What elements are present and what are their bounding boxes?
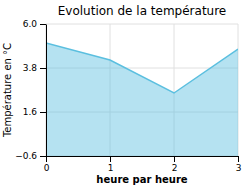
y-axis-tick-label: 6.0 <box>23 19 38 29</box>
x-axis-tick: 0 <box>44 156 50 173</box>
x-axis-line <box>47 156 239 157</box>
y-axis-tick: 1.6 <box>23 107 46 117</box>
x-axis-tick: 1 <box>108 156 114 173</box>
x-axis-tick: 3 <box>236 156 242 173</box>
title: Evolution de la température <box>58 4 227 18</box>
y-axis-tick-label: −0.6 <box>15 151 37 161</box>
plot: 0 1 2 3 −0.6 1.6 3.8 6.0 <box>15 19 241 173</box>
y-axis-tick: 6.0 <box>23 19 46 29</box>
grid <box>46 24 238 156</box>
x-axis-tick-label: 3 <box>236 163 242 173</box>
marks <box>46 43 238 156</box>
y-axis-tick-mark <box>40 68 46 69</box>
y-axis-tick-label: 3.8 <box>23 63 38 73</box>
x-axis-tick: 2 <box>172 156 178 173</box>
line <box>46 43 238 93</box>
x-axis-tick-label: 1 <box>108 163 114 173</box>
x-axis-tick-mark <box>110 156 111 162</box>
y-axis-line <box>46 25 47 157</box>
x-axis-tick-label: 2 <box>172 163 178 173</box>
y-axis-tick: −0.6 <box>15 151 46 161</box>
area <box>46 43 238 156</box>
y-axis: −0.6 1.6 3.8 6.0 <box>15 19 46 161</box>
x-axis-title: heure par heure <box>96 174 187 185</box>
x-axis-tick-mark <box>46 156 47 162</box>
x-axis-tick-mark <box>174 156 175 162</box>
y-axis-tick-mark <box>40 112 46 113</box>
x-axis: 0 1 2 3 <box>44 156 242 173</box>
x-axis-tick-mark <box>238 156 239 162</box>
y-axis-tick: 3.8 <box>23 63 46 73</box>
y-axis-tick-mark <box>40 24 46 25</box>
y-axis-tick-mark <box>40 156 46 157</box>
chart: 0 1 2 3 −0.6 1.6 3.8 6.0 Evolution de la tempéra… <box>0 0 250 188</box>
x-axis-tick-label: 0 <box>44 163 50 173</box>
grid-line-x <box>46 24 47 156</box>
y-axis-title: Température en °C <box>2 43 13 138</box>
grid-line-y <box>46 24 238 25</box>
y-axis-tick-label: 1.6 <box>23 107 38 117</box>
